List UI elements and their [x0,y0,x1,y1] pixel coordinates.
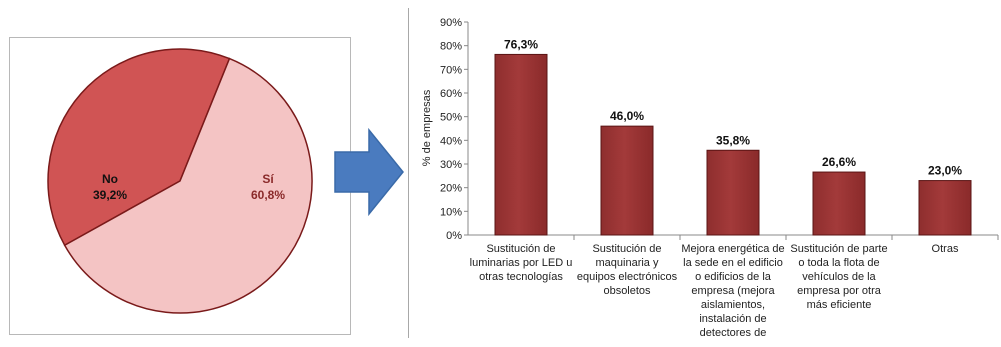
y-tick-label: 50% [440,112,462,124]
bar [918,180,972,236]
bar [494,53,548,236]
y-tick-label: 80% [440,41,462,53]
pie-slice-si [63,57,313,314]
bar-chart: % de empresas 0% 10% 20% 30% 40% 50% 60% 70% 80%… [421,17,999,242]
pie-label-si-value: 60,8% [251,188,285,202]
bar [706,149,760,236]
bar-value-label: 46,0% [610,109,644,123]
panel-divider [408,8,409,338]
x-category-label: Sustitución de luminarias por LED u otra… [469,243,573,283]
pie-label-no: No [102,172,118,186]
x-category-label: Sustitución de maquinaria y equipos elec… [576,243,678,297]
bar-value-label: 23,0% [928,164,962,178]
y-tick-label: 20% [440,183,462,195]
pie-label-si: Sí [262,172,274,186]
y-tick-label: 70% [440,64,462,76]
bar-value-label: 76,3% [504,37,538,51]
right-arrow-icon [334,128,404,216]
y-tick-label: 90% [440,17,462,29]
pie-chart-panel: No 39,2% Sí 60,8% [9,37,351,335]
bar [812,171,866,236]
bar-value-label: 35,8% [716,133,750,147]
y-tick-label: 0% [446,230,462,242]
bar-value-label: 26,6% [822,155,856,169]
y-tick-label: 30% [440,159,462,171]
x-category-label: Otras [931,243,959,255]
y-tick-label: 40% [440,135,462,147]
x-category-label: Mejora energética de la sede en el edifi… [681,243,785,339]
x-category-label: Sustitución de parte o toda la flota de … [790,243,888,311]
bar [600,125,654,236]
y-tick-label: 60% [440,88,462,100]
y-tick-label: 10% [440,206,462,218]
pie-slice-no [47,48,231,247]
pie-chart: No 39,2% Sí 60,8% [47,48,313,314]
pie-label-no-value: 39,2% [93,188,127,202]
y-axis-label: % de empresas [421,89,433,166]
